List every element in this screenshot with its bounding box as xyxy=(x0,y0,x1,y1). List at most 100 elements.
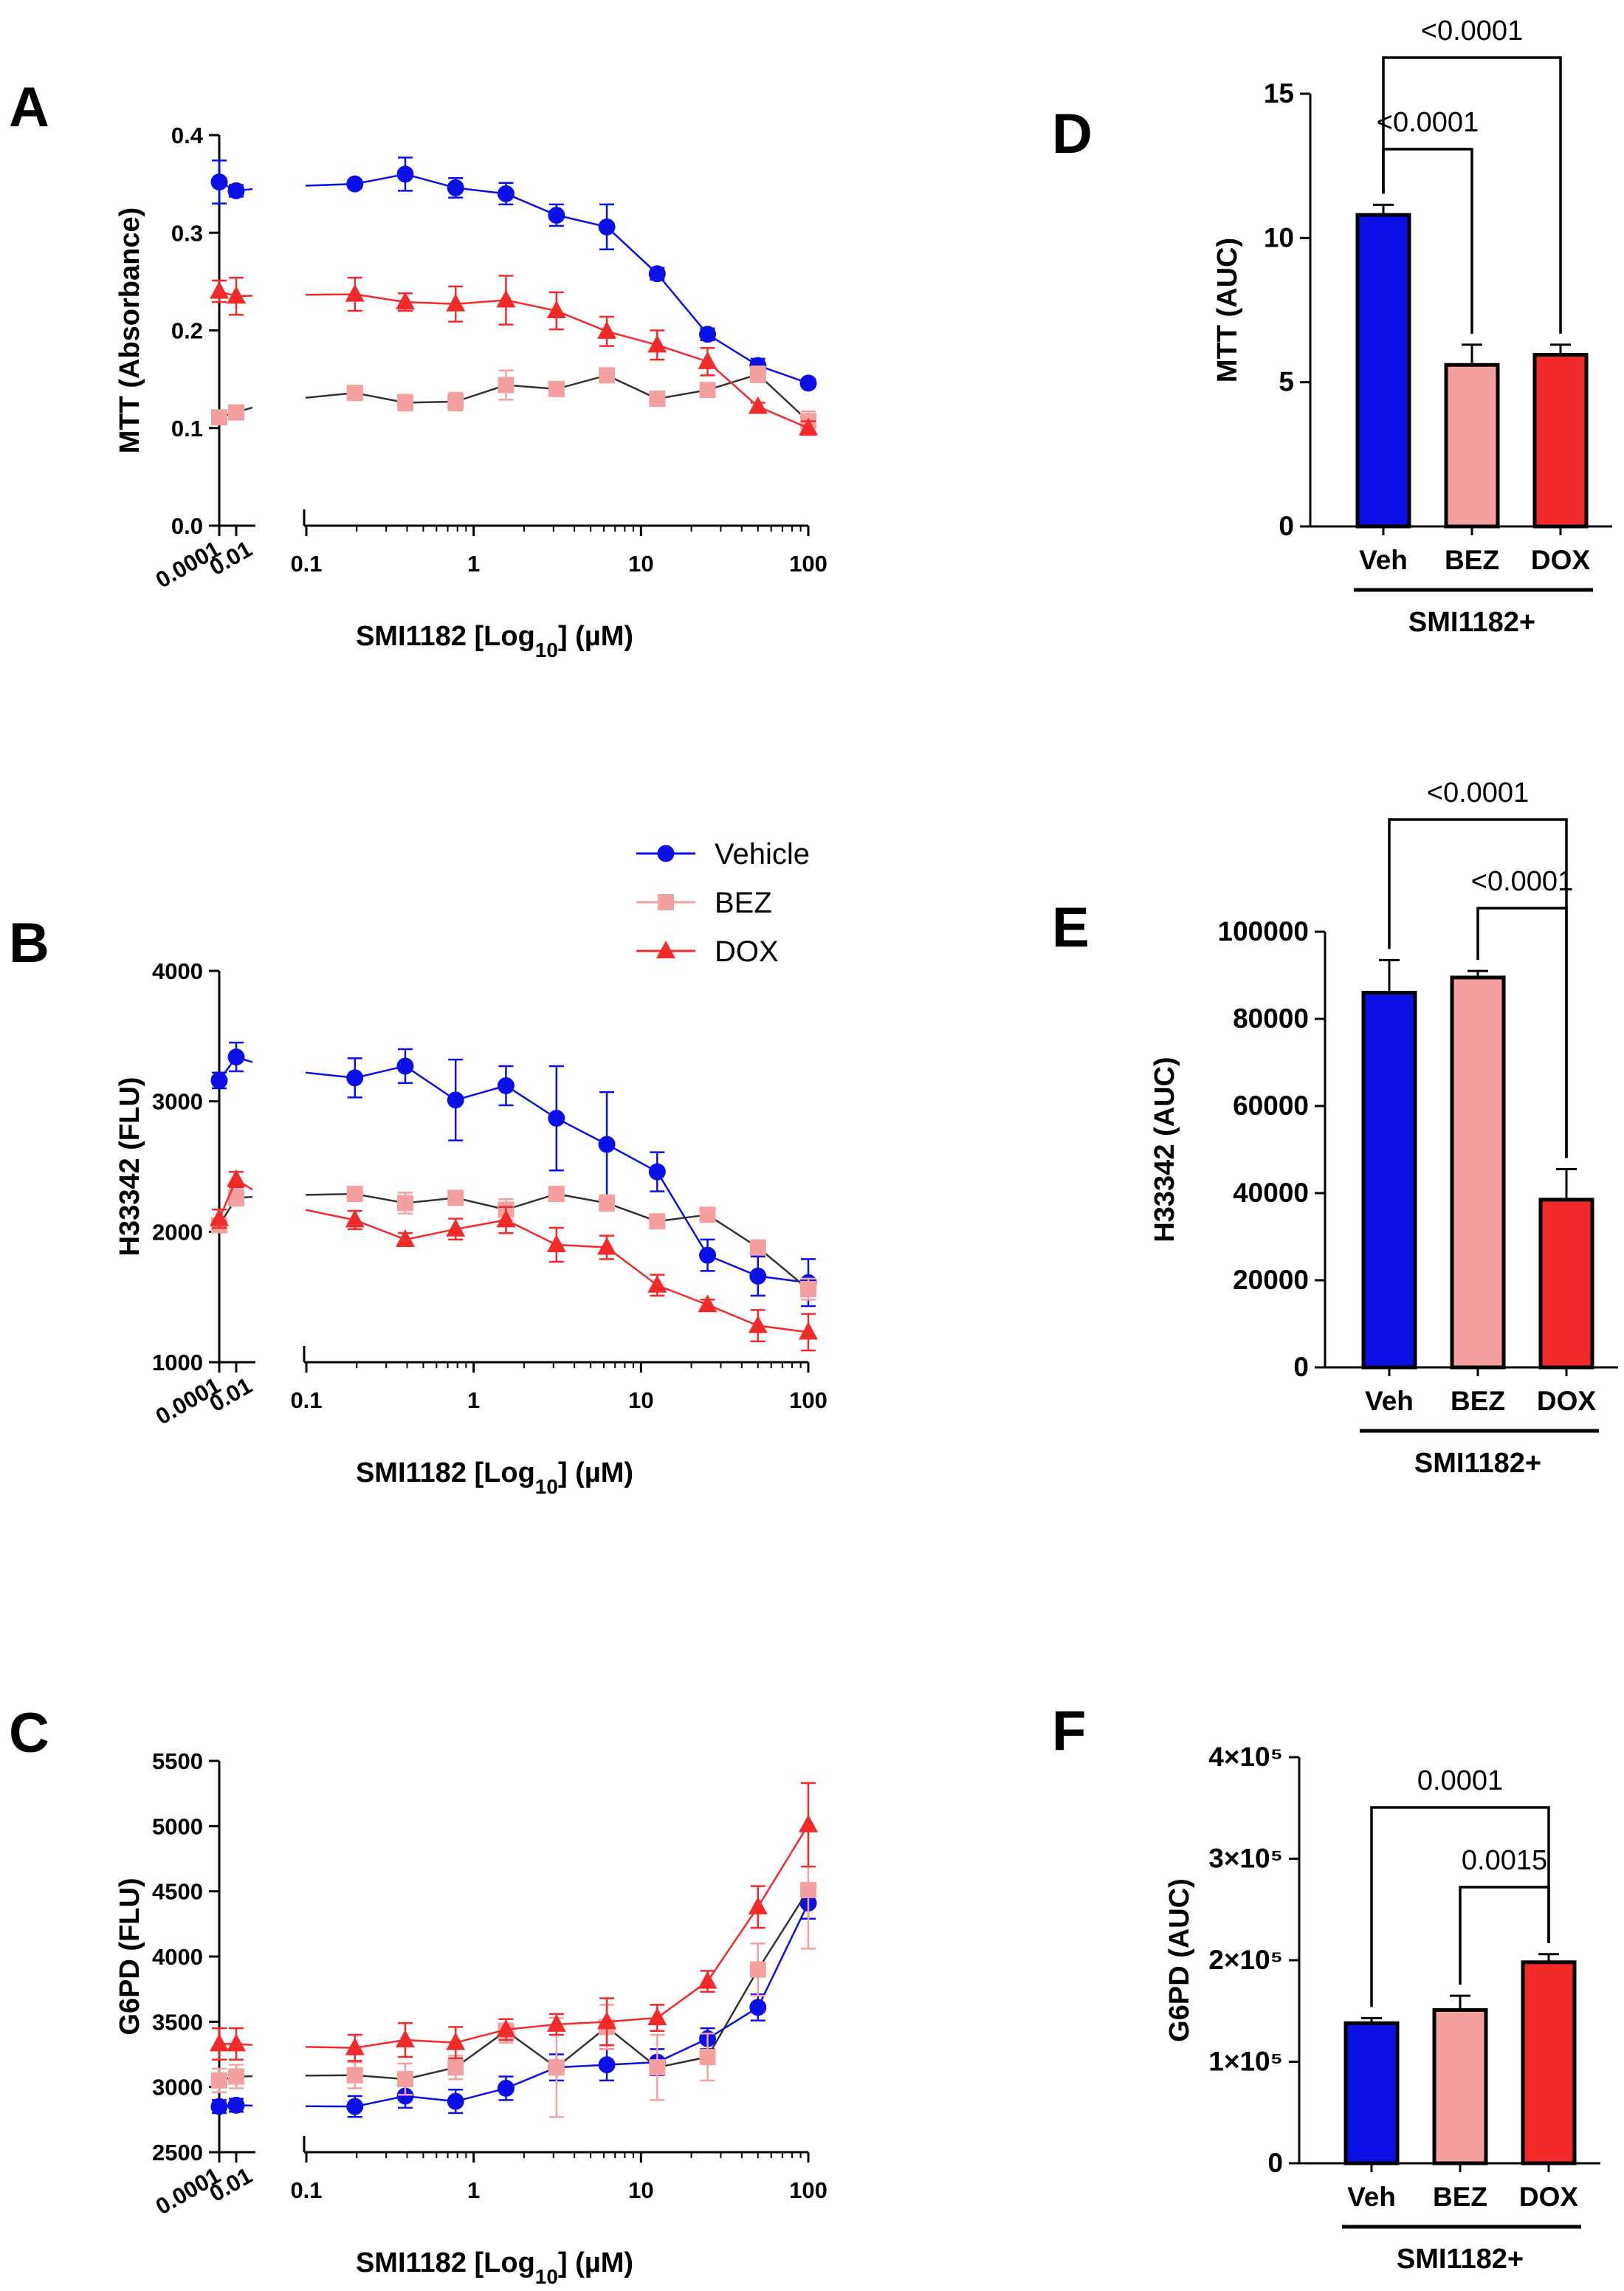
panel-b-point-dox xyxy=(546,1234,566,1252)
panel-b-series-bez xyxy=(211,1186,816,1301)
panel-f-y-tick-label: 1×10⁵ xyxy=(1208,2047,1283,2077)
panel-c-y-tick-label: 2500 xyxy=(152,2140,203,2165)
panel-a-x-tick-label: 10 xyxy=(628,551,653,577)
panel-f-significance-bracket: 0.0001 xyxy=(1370,1765,1550,2007)
panel-a-point-bez xyxy=(498,377,515,394)
panel-b-point-bez xyxy=(749,1239,766,1256)
panel-b-point-vehicle xyxy=(346,1069,364,1087)
panel-c-x-tick-label: 10 xyxy=(628,2177,653,2203)
panel-a-point-vehicle xyxy=(648,265,666,283)
panel-c-point-dox xyxy=(446,2032,466,2050)
panel-c-x-axis-title: SMI1182 [Log10] (µM) xyxy=(356,2247,633,2288)
panel-b-point-dox xyxy=(799,1322,818,1340)
panel-c-point-vehicle xyxy=(749,1999,767,2016)
panel-b-x-tick-label: 10 xyxy=(628,1387,653,1413)
panel-a-point-bez xyxy=(699,382,716,399)
panel-c-x-tick-label: 1 xyxy=(467,2177,480,2203)
panel-f-category-label: DOX xyxy=(1519,2182,1579,2212)
panel-b-point-dox xyxy=(597,1237,617,1255)
panel-b-point-bez xyxy=(346,1186,363,1203)
legend-marker-bez-shape xyxy=(658,894,674,910)
panel-c-point-bez xyxy=(548,2059,565,2076)
panel-c-x-axis-title-sub: 10 xyxy=(535,2265,558,2288)
panel-a-point-vehicle xyxy=(497,185,515,202)
panel-b-point-dox xyxy=(647,1274,667,1293)
panel-f-bar-group-veh: Veh xyxy=(1343,2016,1400,2212)
legend-marker-dox-shape xyxy=(656,941,675,958)
panel-f-bar-chart: F 0 1×10⁵ 2×10⁵ 3×10⁵ 4×10⁵ G6PD (AUC) Veh BEZ DO… xyxy=(1052,1700,1600,2275)
panel-c-series-vehicle xyxy=(210,1886,817,2118)
panel-a-point-dox xyxy=(546,300,566,319)
panel-d-category-label: BEZ xyxy=(1445,545,1499,575)
panel-a-x-tick-label: 0.1 xyxy=(290,551,322,577)
panel-a-x-tick-label: 1 xyxy=(467,551,480,577)
panel-b-point-dox xyxy=(496,1209,516,1228)
panel-a-point-bez xyxy=(396,394,413,411)
panel-c-point-dox xyxy=(799,1814,818,1833)
panel-a-point-dox xyxy=(799,417,818,436)
panel-a-x-axis-title-sub: 10 xyxy=(535,639,558,662)
panel-a-x-axis-title-tail: ] (µM) xyxy=(558,621,633,652)
panel-c-letter: C xyxy=(9,1702,49,1765)
panel-f-significance-line xyxy=(1370,1806,1550,2007)
panel-d-y-tick-label: 0 xyxy=(1279,511,1294,541)
panel-b-y-tick-label: 1000 xyxy=(152,1350,203,1375)
panel-b-x-axis-title: SMI1182 [Log10] (µM) xyxy=(356,1457,633,1498)
panel-a-point-dox xyxy=(395,292,415,310)
panel-e-group-label: SMI1182+ xyxy=(1414,1448,1541,1479)
panel-b-point-vehicle xyxy=(227,1048,245,1066)
panel-a-point-dox xyxy=(446,293,466,312)
panel-a-point-dox xyxy=(227,286,246,304)
panel-d-significance-label: <0.0001 xyxy=(1421,16,1523,47)
panel-a-x-axis-title: SMI1182 [Log10] (µM) xyxy=(356,621,633,662)
panel-d-y-axis-title: MTT (AUC) xyxy=(1212,238,1243,382)
panel-a-point-vehicle xyxy=(799,374,817,392)
panel-a-point-vehicle xyxy=(447,179,464,196)
panel-b-y-tick-label: 4000 xyxy=(152,958,203,984)
panel-a-series-bez xyxy=(211,365,816,432)
panel-c-point-bez xyxy=(396,2071,413,2088)
panel-c-point-vehicle xyxy=(346,2098,364,2115)
panel-c-point-bez xyxy=(346,2067,363,2084)
panel-c-point-vehicle xyxy=(598,2056,616,2074)
panel-e-letter: E xyxy=(1052,896,1090,959)
panel-b-point-bez xyxy=(447,1189,464,1206)
panel-c-point-vehicle xyxy=(227,2096,245,2114)
panel-b-point-bez xyxy=(800,1281,816,1298)
panel-e-category-label: DOX xyxy=(1537,1386,1597,1416)
panel-b-x-axis-title-main: SMI1182 [Log xyxy=(356,1457,535,1488)
panel-c-y-tick-label: 4000 xyxy=(152,1944,203,1970)
panel-b-point-vehicle xyxy=(648,1163,666,1181)
panel-b-point-vehicle xyxy=(699,1246,717,1264)
panel-c-point-dox xyxy=(227,2033,246,2052)
panel-c-y-axis-title: G6PD (FLU) xyxy=(114,1878,145,2035)
panel-a-y-tick-label: 0.2 xyxy=(171,318,203,344)
panel-f-significance-label: 0.0015 xyxy=(1462,1845,1547,1876)
panel-e-significance-bracket: <0.0001 xyxy=(1471,866,1573,1158)
panel-c-point-bez xyxy=(749,1961,766,1978)
panel-b-letter: B xyxy=(9,912,49,975)
panel-b-point-bez xyxy=(396,1195,413,1212)
panel-c-y-tick-label: 4500 xyxy=(152,1879,203,1905)
panel-f-letter: F xyxy=(1052,1700,1086,1762)
panel-a-x-tick-label: 100 xyxy=(789,551,828,577)
panel-f-y-tick-label: 0 xyxy=(1267,2148,1283,2178)
panel-a-point-vehicle xyxy=(548,206,565,224)
panel-a-point-bez xyxy=(228,404,244,421)
panel-d-category-label: Veh xyxy=(1359,545,1408,575)
panel-c-y-tick-label: 5000 xyxy=(152,1813,203,1839)
panel-f-bar-group-bez: BEZ xyxy=(1432,1994,1488,2212)
panel-e-significance-label: <0.0001 xyxy=(1427,777,1529,808)
panel-e-y-tick-label: 0 xyxy=(1293,1352,1309,1382)
panel-b-point-vehicle xyxy=(749,1267,767,1285)
panel-e-y-axis-title: H33342 (AUC) xyxy=(1149,1057,1180,1242)
panel-e-y-tick-label: 60000 xyxy=(1233,1090,1309,1121)
panel-a-point-bez xyxy=(749,366,766,383)
panel-d-significance-bracket: <0.0001 xyxy=(1382,16,1562,334)
panel-c-x-tick-label: 0.1 xyxy=(290,2177,322,2203)
panel-a-point-dox xyxy=(748,396,768,414)
panel-a-point-vehicle xyxy=(346,175,364,193)
panel-a-point-dox xyxy=(345,284,365,302)
panel-f-category-label: Veh xyxy=(1347,2182,1396,2212)
